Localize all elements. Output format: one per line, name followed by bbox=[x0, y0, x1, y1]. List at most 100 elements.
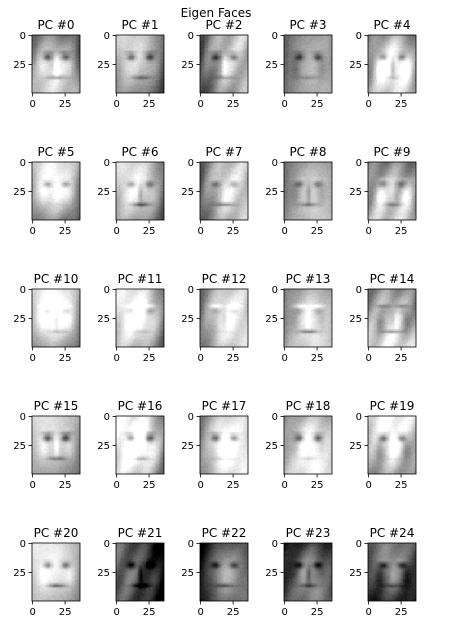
axes-frame bbox=[283, 161, 333, 221]
panel-title: PC #21 bbox=[118, 526, 163, 540]
axes-frame bbox=[31, 34, 81, 94]
panel-title: PC #17 bbox=[202, 399, 247, 413]
x-tick-label: 0 bbox=[29, 99, 35, 110]
y-tick-label: 25 bbox=[13, 187, 26, 198]
axes-frame bbox=[199, 415, 249, 475]
panel-24: PC #24 0 25 0 25 bbox=[349, 526, 417, 618]
panel-title: PC #22 bbox=[202, 526, 247, 540]
panel-title: PC #10 bbox=[34, 272, 79, 286]
x-tick-label: 25 bbox=[59, 607, 72, 618]
y-tick-label: 0 bbox=[272, 158, 278, 169]
y-tick-label: 0 bbox=[20, 412, 26, 423]
axes-frame bbox=[367, 415, 417, 475]
panel-5: PC #5 0 25 0 25 bbox=[13, 145, 81, 237]
y-tick-label: 0 bbox=[20, 539, 26, 550]
panel-title: PC #12 bbox=[202, 272, 247, 286]
axes-frame bbox=[115, 542, 165, 602]
y-tick-label: 0 bbox=[104, 285, 110, 296]
x-tick-label: 25 bbox=[227, 353, 240, 364]
x-tick-label: 25 bbox=[59, 99, 72, 110]
eigenface-image bbox=[200, 543, 248, 601]
eigenface-image bbox=[284, 543, 332, 601]
y-tick-label: 25 bbox=[97, 60, 110, 71]
x-tick-label: 25 bbox=[59, 353, 72, 364]
x-tick-label: 25 bbox=[311, 99, 324, 110]
y-tick-label: 25 bbox=[349, 441, 362, 452]
eigenface-image bbox=[116, 162, 164, 220]
y-tick-label: 25 bbox=[181, 568, 194, 579]
eigenface-image bbox=[116, 416, 164, 474]
panel-1: PC #1 0 25 0 25 bbox=[97, 18, 165, 110]
panel-8: PC #8 0 25 0 25 bbox=[265, 145, 333, 237]
panel-12: PC #12 0 25 0 25 bbox=[181, 272, 249, 364]
y-tick-label: 0 bbox=[104, 539, 110, 550]
x-tick-label: 25 bbox=[59, 226, 72, 237]
eigenface-image bbox=[368, 289, 416, 347]
eigenface-image bbox=[200, 416, 248, 474]
x-tick-label: 0 bbox=[365, 99, 371, 110]
axes-frame bbox=[199, 542, 249, 602]
panel-title: PC #6 bbox=[121, 145, 158, 159]
axes-frame bbox=[367, 542, 417, 602]
panel-15: PC #15 0 25 0 25 bbox=[13, 399, 81, 491]
axes-frame bbox=[115, 34, 165, 94]
x-tick-label: 25 bbox=[227, 480, 240, 491]
panel-title: PC #23 bbox=[286, 526, 331, 540]
panel-title: PC #20 bbox=[34, 526, 79, 540]
eigenface-image bbox=[116, 289, 164, 347]
panel-19: PC #19 0 25 0 25 bbox=[349, 399, 417, 491]
eigenface-image bbox=[32, 162, 80, 220]
x-tick-label: 0 bbox=[113, 353, 119, 364]
x-tick-label: 0 bbox=[365, 607, 371, 618]
eigenface-image bbox=[284, 416, 332, 474]
axes-frame bbox=[31, 161, 81, 221]
panel-16: PC #16 0 25 0 25 bbox=[97, 399, 165, 491]
x-tick-label: 25 bbox=[143, 480, 156, 491]
panel-14: PC #14 0 25 0 25 bbox=[349, 272, 417, 364]
axes-frame bbox=[367, 288, 417, 348]
panel-title: PC #9 bbox=[373, 145, 410, 159]
y-tick-label: 0 bbox=[272, 539, 278, 550]
eigenface-image bbox=[284, 162, 332, 220]
x-tick-label: 0 bbox=[281, 99, 287, 110]
panel-4: PC #4 0 25 0 25 bbox=[349, 18, 417, 110]
panel-17: PC #17 0 25 0 25 bbox=[181, 399, 249, 491]
eigenface-image bbox=[284, 35, 332, 93]
x-tick-label: 0 bbox=[281, 226, 287, 237]
x-tick-label: 25 bbox=[395, 480, 408, 491]
eigenface-image bbox=[368, 162, 416, 220]
y-tick-label: 25 bbox=[265, 314, 278, 325]
x-tick-label: 25 bbox=[395, 353, 408, 364]
panel-21: PC #21 0 25 0 25 bbox=[97, 526, 165, 618]
y-tick-label: 0 bbox=[188, 285, 194, 296]
axes-frame bbox=[283, 542, 333, 602]
x-tick-label: 25 bbox=[227, 99, 240, 110]
axes-frame bbox=[31, 288, 81, 348]
panel-title: PC #4 bbox=[373, 18, 410, 32]
x-tick-label: 25 bbox=[311, 226, 324, 237]
eigenface-image bbox=[32, 416, 80, 474]
y-tick-label: 25 bbox=[181, 60, 194, 71]
y-tick-label: 25 bbox=[97, 568, 110, 579]
panel-title: PC #16 bbox=[118, 399, 163, 413]
eigenface-image bbox=[32, 289, 80, 347]
axes-frame bbox=[283, 415, 333, 475]
panel-3: PC #3 0 25 0 25 bbox=[265, 18, 333, 110]
eigenface-image bbox=[284, 289, 332, 347]
x-tick-label: 25 bbox=[227, 226, 240, 237]
panel-13: PC #13 0 25 0 25 bbox=[265, 272, 333, 364]
y-tick-label: 25 bbox=[13, 314, 26, 325]
y-tick-label: 0 bbox=[356, 158, 362, 169]
y-tick-label: 25 bbox=[349, 187, 362, 198]
y-tick-label: 25 bbox=[265, 568, 278, 579]
panel-title: PC #0 bbox=[37, 18, 74, 32]
panel-0: PC #0 0 25 0 25 bbox=[13, 18, 81, 110]
x-tick-label: 0 bbox=[365, 480, 371, 491]
y-tick-label: 0 bbox=[188, 31, 194, 42]
y-tick-label: 0 bbox=[272, 285, 278, 296]
panel-22: PC #22 0 25 0 25 bbox=[181, 526, 249, 618]
x-tick-label: 0 bbox=[113, 480, 119, 491]
y-tick-label: 0 bbox=[356, 31, 362, 42]
y-tick-label: 0 bbox=[104, 31, 110, 42]
axes-frame bbox=[367, 161, 417, 221]
